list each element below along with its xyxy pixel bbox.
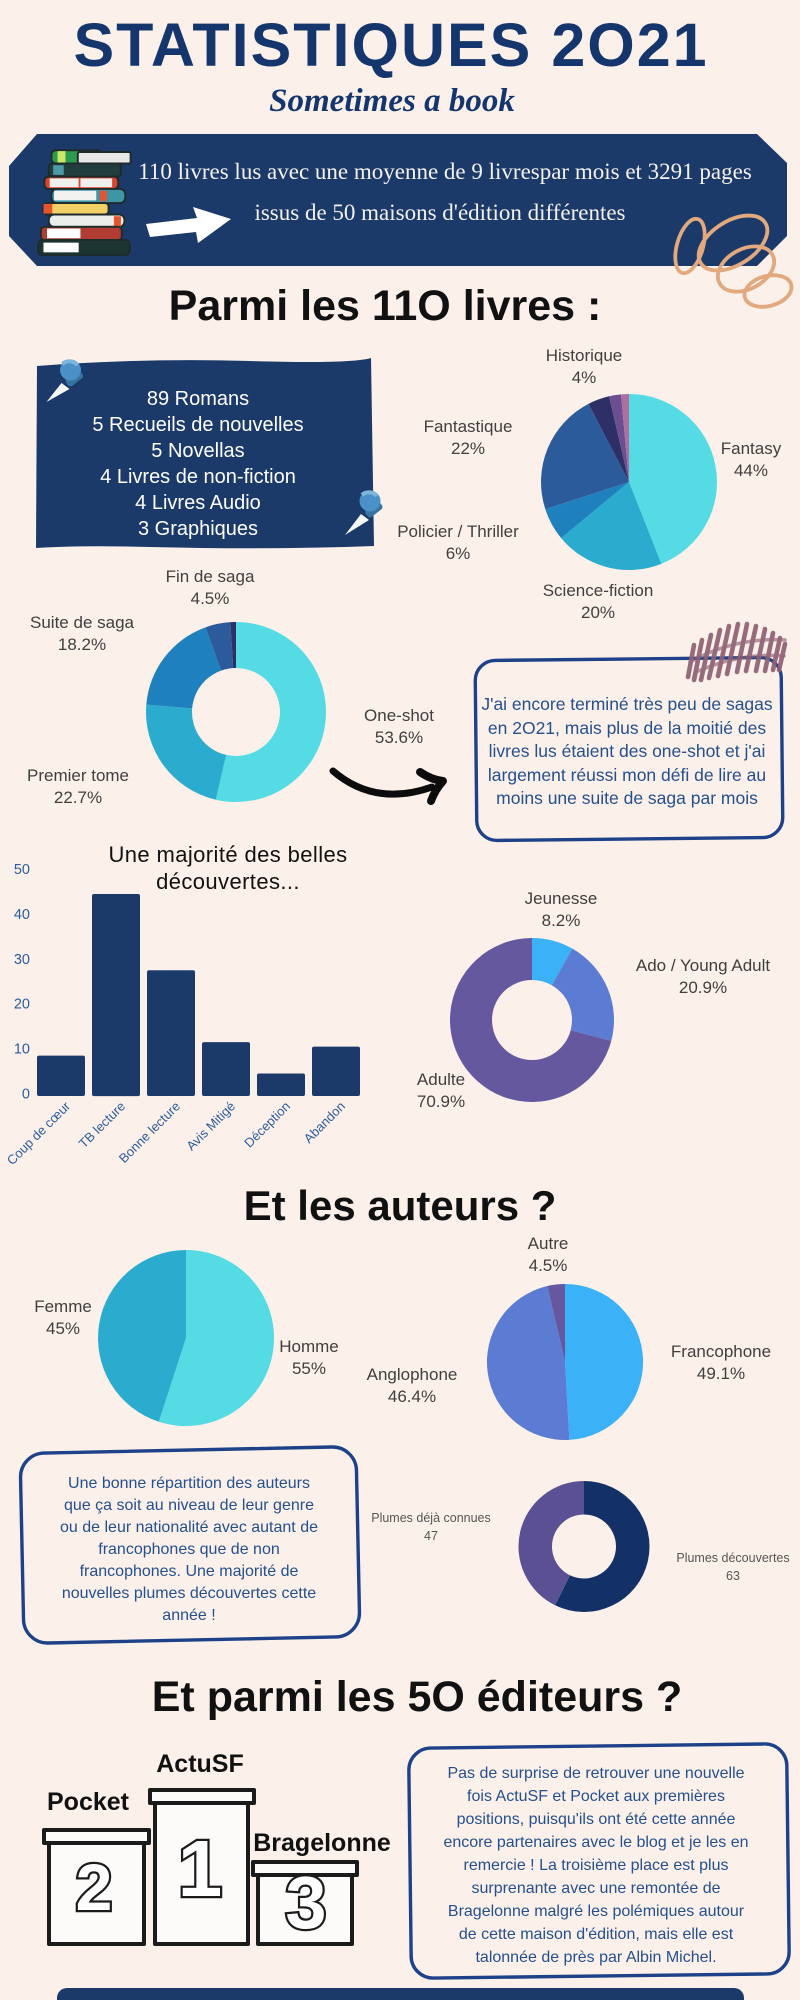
- svg-text:3: 3: [285, 1861, 326, 1944]
- svg-text:issus de 50 maisons d'édition: issus de 50 maisons d'édition différente…: [254, 200, 625, 225]
- svg-text:40: 40: [14, 907, 30, 923]
- svg-text:110 livres lus avec une moyenn: 110 livres lus avec une moyenne de 9 liv…: [138, 159, 752, 184]
- svg-text:Coup de cœur: Coup de cœur: [4, 1098, 74, 1168]
- svg-text:Abandon: Abandon: [301, 1099, 348, 1146]
- svg-text:10: 10: [14, 1042, 30, 1058]
- svg-text:30: 30: [14, 952, 30, 968]
- svg-text:Avis Mitigé: Avis Mitigé: [183, 1099, 238, 1154]
- svg-text:TB lecture: TB lecture: [76, 1099, 129, 1152]
- svg-text:20: 20: [14, 997, 30, 1013]
- svg-text:50: 50: [14, 862, 30, 878]
- svg-text:Déception: Déception: [241, 1099, 293, 1151]
- svg-text:1: 1: [178, 1824, 223, 1913]
- svg-text:0: 0: [22, 1087, 30, 1103]
- svg-text:2: 2: [76, 1850, 113, 1924]
